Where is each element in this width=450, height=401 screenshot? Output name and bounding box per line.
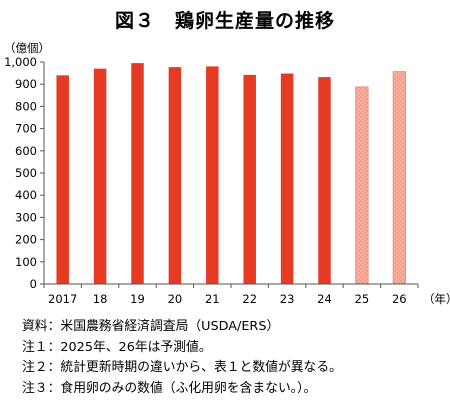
bars — [56, 63, 406, 285]
y-tick-label: 500 — [15, 166, 37, 180]
x-tick-label: 24 — [317, 292, 332, 306]
y-tick-label: 700 — [15, 122, 37, 136]
y-tick-label: 900 — [15, 77, 37, 91]
bar-20 — [168, 67, 182, 284]
y-tick-label: 400 — [15, 188, 37, 202]
bar-19 — [131, 63, 144, 284]
x-tick-label: 26 — [392, 292, 407, 306]
note-3: 注３：食用卵のみの数値（ふ化用卵を含まない。）。 — [22, 380, 317, 396]
y-axis: 0 100 200 300 400 500 600 700 800 900 1,000 — [4, 55, 45, 291]
bar-22 — [243, 74, 256, 284]
x-tick-label: 18 — [93, 292, 108, 306]
notes: 資料：米国農務省経済調査局（USDA/ERS） 注１：2025年、26年は予測値… — [22, 317, 342, 399]
y-tick-label: 1,000 — [4, 55, 37, 69]
bar-2017 — [56, 75, 69, 284]
x-tick-label: 22 — [242, 292, 257, 306]
y-tick-label: 0 — [30, 277, 37, 291]
x-axis-unit: （年） — [423, 292, 450, 306]
x-tick-label: 20 — [168, 292, 183, 306]
y-tick-label: 300 — [15, 210, 37, 224]
y-tick-label: 800 — [15, 99, 37, 113]
bar-18 — [93, 68, 107, 284]
y-tick-label: 200 — [15, 233, 37, 247]
source-note: 資料：米国農務省経済調査局（USDA/ERS） — [22, 319, 280, 334]
x-tick-label: 23 — [280, 292, 295, 306]
bar-23 — [280, 73, 294, 284]
x-tick-label: 2017 — [48, 292, 77, 306]
note-1: 注１：2025年、26年は予測値。 — [22, 339, 212, 355]
note-2: 注２：統計更新時期の違いから、表１と数値が異なる。 — [22, 360, 342, 375]
bar-21 — [206, 66, 219, 284]
x-tick-label: 21 — [205, 292, 220, 306]
x-tick-label: 19 — [130, 292, 145, 306]
bar-24 — [318, 77, 331, 284]
bar-26 — [392, 71, 406, 285]
x-tick-label: 25 — [355, 292, 370, 306]
x-axis: 2017 18 19 20 21 22 23 24 25 26 — [43, 283, 419, 306]
y-tick-label: 600 — [15, 144, 37, 158]
bar-25 — [355, 86, 369, 285]
y-axis-unit: （億個） — [4, 41, 50, 55]
y-tick-label: 100 — [15, 255, 37, 269]
chart-title: 図３ 鶏卵生産量の推移 — [114, 10, 335, 32]
